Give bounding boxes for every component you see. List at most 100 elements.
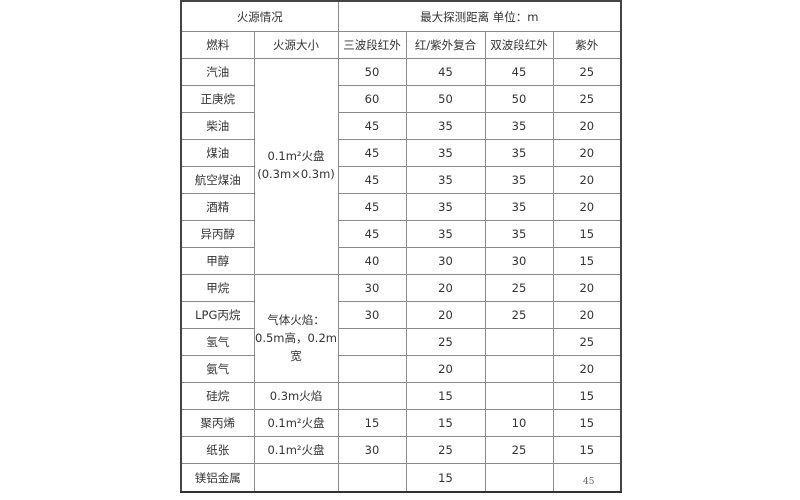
col-header-tri-ir: 三波段红外	[337, 31, 407, 59]
value-cell: 25	[552, 328, 622, 356]
value-cell	[337, 355, 407, 383]
table-row: 甲烷 气体火焰：0.5m高，0.2m宽 30 20 25 20	[180, 274, 622, 383]
value-cell: 30	[337, 274, 407, 302]
value-cell: 20	[405, 301, 486, 329]
size-cell: 0.3m火焰	[253, 382, 339, 410]
fuel-cell: 氨气	[180, 355, 255, 383]
value-cell: 25	[484, 301, 554, 329]
size-cell: 气体火焰：0.5m高，0.2m宽	[253, 274, 339, 383]
fuel-cell: 镁铝金属	[180, 463, 255, 493]
table-row: 镁铝金属 15	[180, 463, 622, 493]
value-cell	[484, 463, 554, 493]
fuel-cell: 正庚烷	[180, 85, 255, 113]
fuel-cell: 汽油	[180, 58, 255, 86]
value-cell: 15	[405, 463, 486, 493]
fuel-cell: 航空煤油	[180, 166, 255, 194]
size-cell	[253, 463, 339, 493]
fuel-cell: 柴油	[180, 112, 255, 140]
value-cell	[337, 463, 407, 493]
value-cell: 50	[405, 85, 486, 113]
value-cell	[484, 382, 554, 410]
value-cell: 20	[405, 355, 486, 383]
value-cell: 20	[552, 301, 622, 329]
value-cell: 15	[552, 409, 622, 437]
value-cell: 35	[484, 166, 554, 194]
value-cell: 45	[405, 58, 486, 86]
value-cell: 45	[337, 112, 407, 140]
size-cell: 0.1m²火盘 (0.3m×0.3m)	[253, 58, 339, 275]
value-cell: 60	[337, 85, 407, 113]
value-cell	[484, 328, 554, 356]
fuel-cell: 聚丙烯	[180, 409, 255, 437]
value-cell: 20	[552, 274, 622, 302]
value-cell: 25	[484, 274, 554, 302]
value-cell: 35	[405, 112, 486, 140]
detection-distance-table: 火源情况 最大探测距离 单位：m 燃料 火源大小 三波段红外 红/紫外复合 双波…	[180, 0, 623, 493]
fuel-cell: 异丙醇	[180, 220, 255, 248]
size-cell: 0.1m²火盘	[253, 436, 339, 464]
value-cell: 45	[484, 58, 554, 86]
page-number: 45	[583, 477, 595, 487]
table-row: 航空煤油 45 35 35 20	[180, 166, 622, 194]
value-cell: 35	[484, 193, 554, 221]
value-cell: 40	[337, 247, 407, 275]
value-cell: 35	[484, 112, 554, 140]
header-fire-source: 火源情况	[180, 0, 339, 32]
value-cell: 30	[484, 247, 554, 275]
value-cell: 45	[337, 193, 407, 221]
col-header-size: 火源大小	[253, 31, 339, 59]
table-row: 煤油 45 35 35 20	[180, 139, 622, 167]
value-cell: 15	[552, 220, 622, 248]
value-cell	[337, 328, 407, 356]
value-cell: 20	[552, 166, 622, 194]
value-cell: 35	[405, 193, 486, 221]
value-cell: 15	[552, 382, 622, 410]
value-cell: 20	[552, 193, 622, 221]
value-cell: 25	[552, 58, 622, 86]
value-cell: 30	[337, 301, 407, 329]
header-max-distance: 最大探测距离 单位：m	[337, 0, 622, 32]
value-cell: 35	[405, 220, 486, 248]
table-row: 硅烷 0.3m火焰 15 15	[180, 382, 622, 410]
table-row: 酒精 45 35 35 20	[180, 193, 622, 221]
table-row: LPG丙烷 30 20 25 20	[180, 301, 622, 329]
value-cell: 30	[405, 247, 486, 275]
value-cell: 50	[337, 58, 407, 86]
fuel-cell: 甲烷	[180, 274, 255, 302]
value-cell	[552, 463, 622, 493]
value-cell: 25	[405, 328, 486, 356]
fuel-cell: 甲醇	[180, 247, 255, 275]
value-cell: 20	[552, 139, 622, 167]
table-row: 正庚烷 60 50 50 25	[180, 85, 622, 113]
col-header-fuel: 燃料	[180, 31, 255, 59]
table-row: 异丙醇 45 35 35 15	[180, 220, 622, 248]
table-row: 甲醇 40 30 30 15	[180, 247, 622, 275]
fuel-cell: 硅烷	[180, 382, 255, 410]
value-cell: 45	[337, 166, 407, 194]
fuel-cell: 纸张	[180, 436, 255, 464]
value-cell: 25	[405, 436, 486, 464]
value-cell: 25	[552, 85, 622, 113]
value-cell: 45	[337, 220, 407, 248]
value-cell: 35	[484, 139, 554, 167]
fuel-cell: 氢气	[180, 328, 255, 356]
value-cell: 15	[405, 409, 486, 437]
value-cell: 20	[552, 355, 622, 383]
table-row: 氢气 25 25	[180, 328, 622, 356]
value-cell: 25	[484, 436, 554, 464]
value-cell: 30	[337, 436, 407, 464]
fuel-cell: LPG丙烷	[180, 301, 255, 329]
value-cell: 15	[405, 382, 486, 410]
value-cell: 20	[405, 274, 486, 302]
table-row: 聚丙烯 0.1m²火盘 15 15 10 15	[180, 409, 622, 437]
value-cell: 20	[552, 112, 622, 140]
value-cell: 35	[405, 166, 486, 194]
table-row: 氨气 20 20	[180, 355, 622, 383]
value-cell: 45	[337, 139, 407, 167]
value-cell: 15	[552, 436, 622, 464]
fuel-cell: 酒精	[180, 193, 255, 221]
value-cell: 35	[405, 139, 486, 167]
value-cell: 35	[484, 220, 554, 248]
fuel-cell: 煤油	[180, 139, 255, 167]
value-cell: 10	[484, 409, 554, 437]
